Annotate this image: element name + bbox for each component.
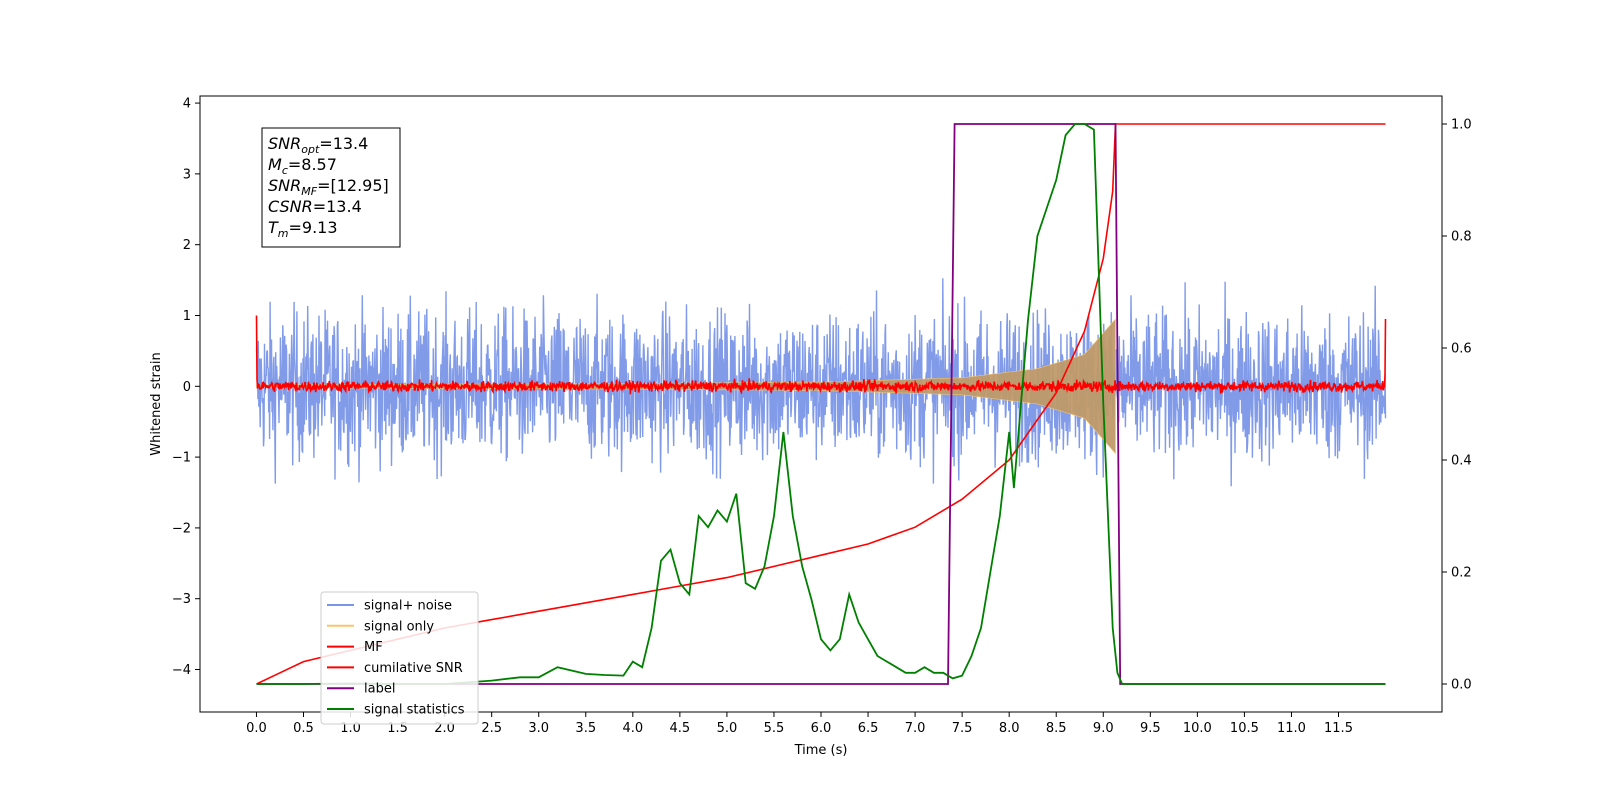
info-line: Tm=9.13 [268,218,338,240]
info-box: SNRopt=13.4Mc=8.57SNRMF=[12.95]CSNR=13.4… [261,127,401,248]
x-tick-label: 4.0 [622,721,643,736]
legend-label: signal only [364,619,434,634]
info-subscript: MF [301,185,317,198]
plot-area [255,123,1387,685]
x-tick-label: 6.5 [858,721,879,736]
x-axis: 0.0 0.5 1.0 1.5 2.0 2.5 3.0 3.5 4.0 4.5 5.0 5.5 6.0 6… [246,712,1353,736]
x-tick-label: 5.0 [717,721,738,736]
x-tick-label: 11.0 [1277,721,1306,736]
y-axis-left: 4 3 2 1 0 −1 −2 −3 −4 [172,97,200,678]
x-axis-label: Time (s) [794,743,848,758]
y-left-tick-label: 4 [183,97,191,112]
x-tick-label: 8.0 [999,721,1020,736]
y-left-tick-label: −1 [172,451,191,466]
info-line: CSNR=13.4 [268,197,362,216]
x-tick-label: 1.0 [340,721,361,736]
y-right-tick-label: 0.6 [1451,342,1472,357]
x-tick-label: 7.5 [952,721,973,736]
x-tick-label: 8.5 [1046,721,1067,736]
y-right-tick-label: 0.0 [1451,678,1472,693]
y-right-tick-label: 0.8 [1451,230,1472,245]
x-tick-label: 5.5 [764,721,785,736]
legend-frame [320,591,479,725]
x-tick-label: 6.0 [811,721,832,736]
info-symbol: CSNR [268,197,313,216]
x-tick-label: 1.5 [387,721,408,736]
y-left-tick-label: 0 [183,380,191,395]
x-tick-label: 9.0 [1093,721,1114,736]
x-tick-label: 9.5 [1140,721,1161,736]
info-symbol: SNR [268,134,301,153]
y-left-tick-label: 3 [183,167,191,182]
info-symbol: M [268,155,282,174]
y-left-tick-label: 2 [183,238,191,253]
x-tick-label: 10.0 [1183,721,1212,736]
x-tick-label: 2.5 [481,721,502,736]
legend-label: MF [364,640,383,655]
series-mf-line [255,315,1387,395]
legend-label: signal+ noise [364,599,452,614]
info-subscript: m [278,227,289,240]
info-value: =9.13 [289,218,338,237]
y-right-tick-label: 0.2 [1451,566,1472,581]
info-value: =13.4 [313,197,362,216]
legend-label: cumilative SNR [364,661,463,676]
y-left-tick-label: 1 [183,309,191,324]
info-line: SNRopt=13.4 [268,134,368,156]
y-left-tick-label: −4 [172,663,191,678]
y-left-tick-label: −2 [172,521,191,536]
legend: signal+ noise signal only MF cumilative SNR… [320,591,479,725]
info-value: =8.57 [288,155,337,174]
y-right-tick-label: 1.0 [1451,118,1472,133]
y-right-tick-label: 0.4 [1451,454,1472,469]
x-tick-label: 0.0 [246,721,267,736]
y-axis-right: 1.0 0.8 0.6 0.4 0.2 0.0 [1442,118,1472,693]
info-value: =[12.95] [317,176,389,195]
series-signal-statistics-line [256,123,1386,685]
x-tick-label: 2.0 [434,721,455,736]
info-subscript: c [282,164,288,177]
info-value: =13.4 [319,134,368,153]
info-symbol: SNR [268,176,301,195]
x-tick-label: 0.5 [293,721,314,736]
y-axis-label: Whitened strain [149,352,164,455]
x-tick-label: 7.0 [905,721,926,736]
info-line: Mc=8.57 [268,155,337,177]
info-symbol: T [268,218,279,237]
legend-label: label [364,682,395,697]
info-line: SNRMF=[12.95] [268,176,389,198]
y-left-tick-label: −3 [172,592,191,607]
x-tick-label: 11.5 [1324,721,1353,736]
x-tick-label: 10.5 [1230,721,1259,736]
info-subscript: opt [301,143,320,156]
x-tick-label: 4.5 [670,721,691,736]
info-box-frame [261,127,401,248]
x-tick-label: 3.0 [528,721,549,736]
x-tick-label: 3.5 [575,721,596,736]
legend-label: signal statistics [364,703,465,718]
